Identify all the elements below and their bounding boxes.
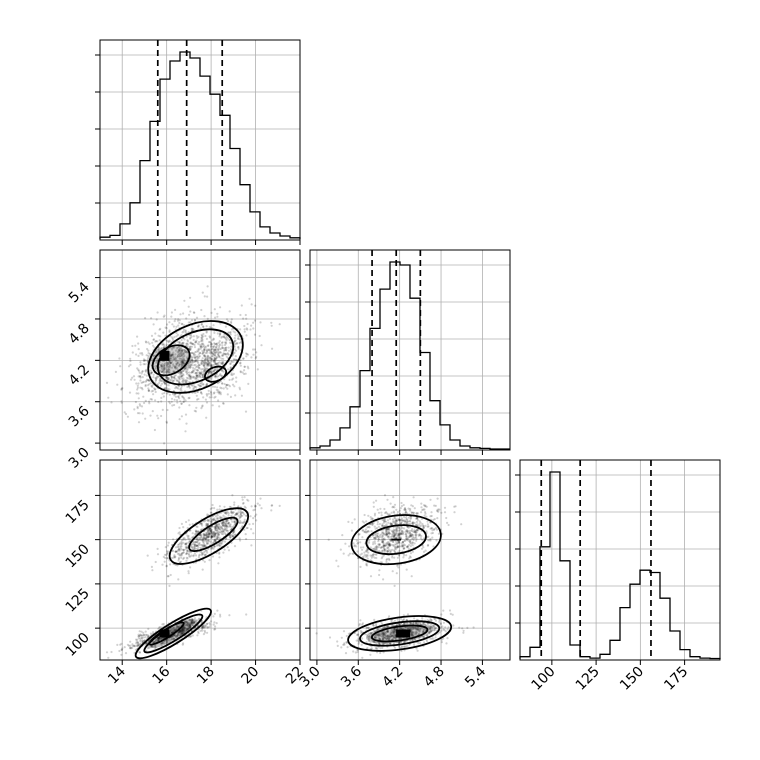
density-peak bbox=[159, 629, 170, 638]
density-shade bbox=[149, 346, 194, 375]
x-tick-label: 4.2 bbox=[379, 664, 406, 691]
scatter-param-1-vs-param-2: 3.0 3.6 4.2 4.8 5.4 bbox=[66, 249, 301, 472]
scatter-param-2-vs-param-3: 3.0 3.6 4.2 4.8 5.4 bbox=[297, 459, 511, 691]
y-tick-label: 3.6 bbox=[66, 403, 93, 430]
y-tick-label: 175 bbox=[63, 497, 93, 527]
histogram-step bbox=[519, 471, 721, 660]
density-region bbox=[315, 494, 475, 660]
x-tick-label: 175 bbox=[661, 664, 691, 694]
x-tick-label: 14 bbox=[105, 663, 129, 687]
x-tick-label: 20 bbox=[238, 664, 262, 688]
contour-outer bbox=[147, 320, 244, 394]
density-region bbox=[105, 285, 281, 445]
sample-points bbox=[105, 494, 281, 660]
x-tick-label: 3.6 bbox=[338, 663, 365, 690]
y-tick-label: 4.2 bbox=[66, 362, 93, 389]
contour-upper-mode bbox=[188, 516, 239, 552]
axes-frame bbox=[99, 39, 301, 241]
contour-upper-mode bbox=[168, 507, 249, 565]
x-tick-label: 150 bbox=[617, 664, 647, 694]
y-tick-label: 125 bbox=[63, 585, 93, 615]
x-tick-label: 18 bbox=[194, 664, 218, 688]
density-peak bbox=[159, 350, 170, 361]
density-region bbox=[105, 494, 281, 660]
histogram-step bbox=[309, 261, 510, 450]
contour-secondary bbox=[204, 365, 228, 383]
axes-frame bbox=[309, 249, 511, 451]
histogram-param-1 bbox=[95, 39, 301, 245]
axes-frame bbox=[309, 459, 511, 661]
histogram-param-3: 100 125 150 175 bbox=[515, 459, 721, 694]
contour-lower-mode bbox=[359, 620, 441, 647]
y-tick-label: 3.0 bbox=[66, 445, 93, 472]
x-tick-label: 5.4 bbox=[462, 663, 489, 690]
axes-frame bbox=[99, 249, 301, 451]
axes-frame bbox=[519, 459, 721, 661]
contour-lower-mode bbox=[371, 624, 429, 643]
y-tick-label: 150 bbox=[63, 541, 93, 571]
density-peak bbox=[396, 629, 411, 638]
x-tick-label: 16 bbox=[150, 663, 174, 687]
contour-upper-mode bbox=[350, 514, 442, 566]
histogram-param-2 bbox=[305, 249, 511, 455]
x-tick-label: 125 bbox=[573, 664, 603, 694]
x-tick-label: 3.0 bbox=[297, 664, 324, 691]
contour-lower-mode bbox=[134, 607, 212, 660]
y-tick-label: 4.8 bbox=[66, 320, 93, 347]
contour-upper-mode bbox=[365, 524, 427, 556]
contour-inner bbox=[151, 344, 191, 377]
sample-points bbox=[105, 285, 281, 445]
histogram-step bbox=[99, 51, 301, 239]
y-tick-label: 5.4 bbox=[66, 279, 93, 306]
x-tick-label: 4.8 bbox=[421, 664, 448, 691]
gridlines bbox=[100, 250, 301, 450]
x-tick-label: 100 bbox=[528, 664, 558, 694]
contour-lower-mode bbox=[347, 615, 453, 652]
axes-frame bbox=[99, 459, 301, 661]
y-tick-label: 100 bbox=[63, 630, 93, 660]
